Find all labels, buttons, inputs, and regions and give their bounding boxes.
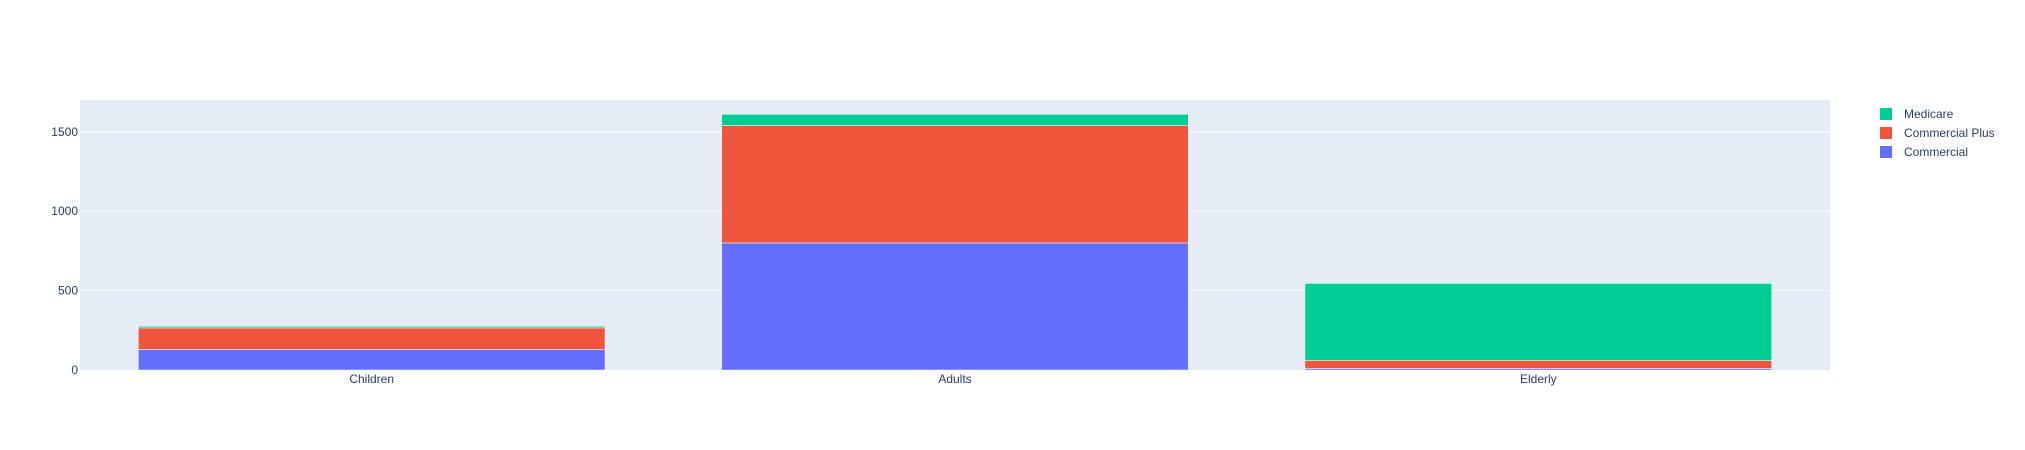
legend-label: Commercial <box>1904 145 1968 159</box>
y-tick-label: 500 <box>58 284 78 298</box>
legend-swatch <box>1880 127 1892 139</box>
bar-children-commercial[interactable] <box>138 349 606 371</box>
legend-label: Commercial Plus <box>1904 126 1995 140</box>
legend-item-medicare[interactable]: Medicare <box>1880 107 1954 121</box>
bar-elderly-medicare[interactable] <box>1304 283 1772 361</box>
bar-adults-medicare[interactable] <box>721 114 1189 126</box>
y-tick-label: 1000 <box>51 204 78 218</box>
bar-adults-commercial[interactable] <box>721 242 1189 371</box>
bar-children-commercial-plus[interactable] <box>138 327 606 350</box>
legend-swatch <box>1880 146 1892 158</box>
legend: Medicare Commercial Plus Commercial <box>1880 107 1995 159</box>
y-tick-label: 1500 <box>51 125 78 139</box>
x-tick-label: Adults <box>938 372 971 386</box>
bars <box>138 114 1772 371</box>
bar-children-medicare[interactable] <box>138 326 606 329</box>
legend-item-commercial-plus[interactable]: Commercial Plus <box>1880 126 1995 140</box>
legend-swatch <box>1880 108 1892 120</box>
x-axis: Children Adults Elderly <box>349 372 1556 386</box>
y-axis: 0 500 1000 1500 <box>51 125 78 377</box>
legend-item-commercial[interactable]: Commercial <box>1880 145 1968 159</box>
bar-adults-commercial-plus[interactable] <box>721 125 1189 244</box>
bar-elderly-commercial-plus[interactable] <box>1304 360 1772 369</box>
y-tick-label: 0 <box>71 363 78 377</box>
x-tick-label: Elderly <box>1520 372 1557 386</box>
x-tick-label: Children <box>349 372 394 386</box>
legend-label: Medicare <box>1904 107 1954 121</box>
